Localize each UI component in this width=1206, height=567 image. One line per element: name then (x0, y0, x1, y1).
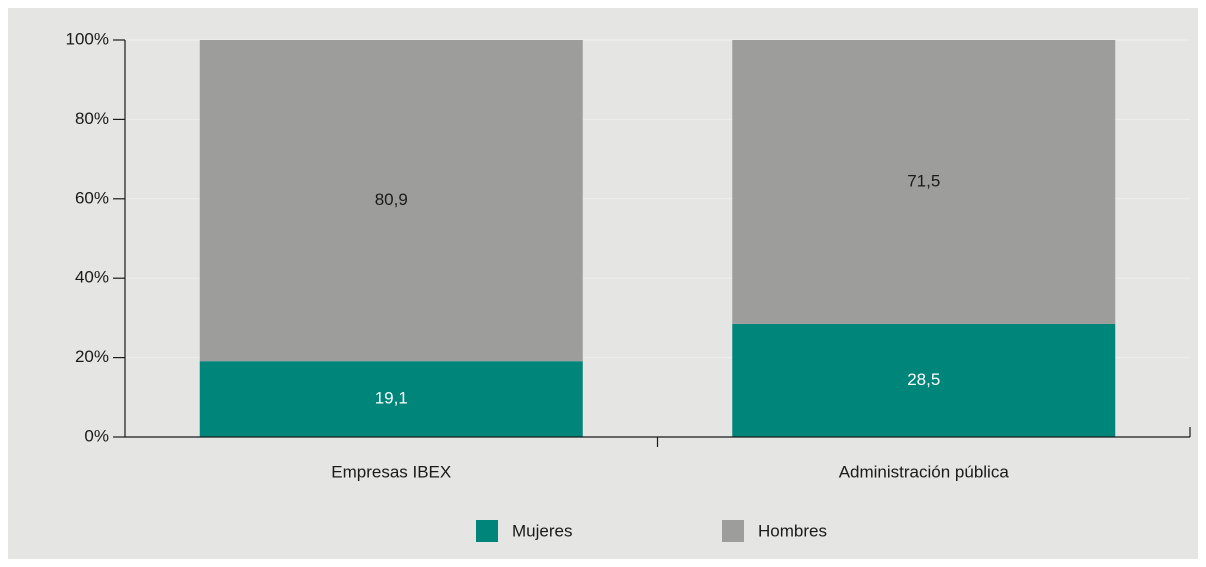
data-label: 80,9 (375, 190, 408, 209)
legend-swatch (722, 520, 744, 542)
bar-segment (732, 323, 1116, 437)
y-tick-label: 0% (84, 426, 109, 445)
data-label: 28,5 (907, 370, 940, 389)
x-tick-label: Administración pública (839, 462, 1010, 481)
x-tick-label: Empresas IBEX (331, 462, 451, 481)
data-label: 19,1 (375, 389, 408, 408)
legend-swatch (476, 520, 498, 542)
y-tick-label: 20% (75, 347, 109, 366)
bar-segment (199, 361, 583, 437)
bar-segment (732, 40, 1116, 324)
bar-segment (199, 40, 583, 362)
y-tick-label: 100% (66, 29, 109, 48)
y-tick-label: 40% (75, 268, 109, 287)
legend-label: Mujeres (512, 521, 572, 540)
data-label: 71,5 (907, 171, 940, 190)
y-tick-label: 60% (75, 188, 109, 207)
y-tick-label: 80% (75, 109, 109, 128)
legend-label: Hombres (758, 521, 827, 540)
